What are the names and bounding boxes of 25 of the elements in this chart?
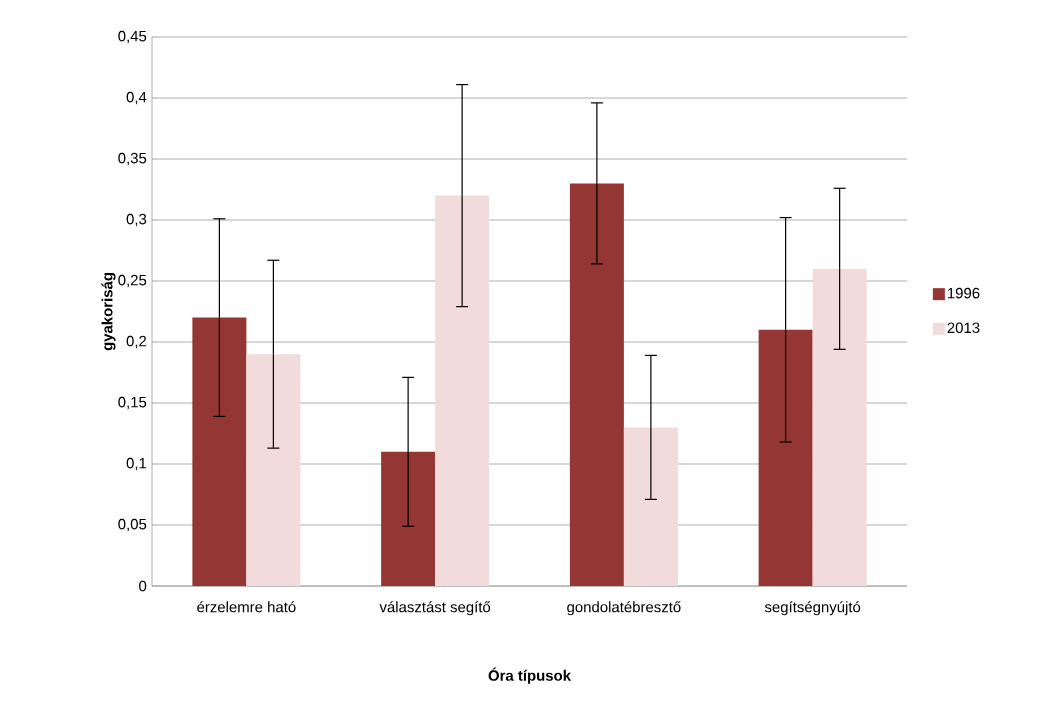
bar [569,183,624,586]
legend-label: 2013 [947,322,980,334]
bar [435,195,490,586]
y-tick-label: 0,45 [118,30,147,44]
x-tick-label: segítségnyújtó [764,601,861,616]
x-axis-title: Óra típusok [488,667,572,684]
bar [192,317,247,586]
y-tick-label: 0,05 [118,518,147,532]
bar [623,427,678,586]
y-tick-label: 0,2 [126,335,147,349]
x-tick-label: érzelemre ható [197,601,296,613]
y-tick-label: 0,35 [118,152,147,166]
y-tick-label: 0,15 [118,396,147,410]
legend-label: 1996 [947,287,980,299]
y-tick-label: 0,25 [118,274,147,288]
bar [812,268,867,586]
bar [758,329,813,586]
y-tick-label: 0 [139,580,147,592]
y-tick-label: 0,4 [126,91,147,105]
x-tick-label: választást segítő [379,601,491,616]
x-tick-label: gondolatébresztő [567,601,681,616]
y-tick-label: 0,1 [126,457,147,471]
y-axis-title: gyakoriság [101,273,116,351]
bar [246,354,301,586]
y-tick-label: 0,3 [126,213,147,227]
